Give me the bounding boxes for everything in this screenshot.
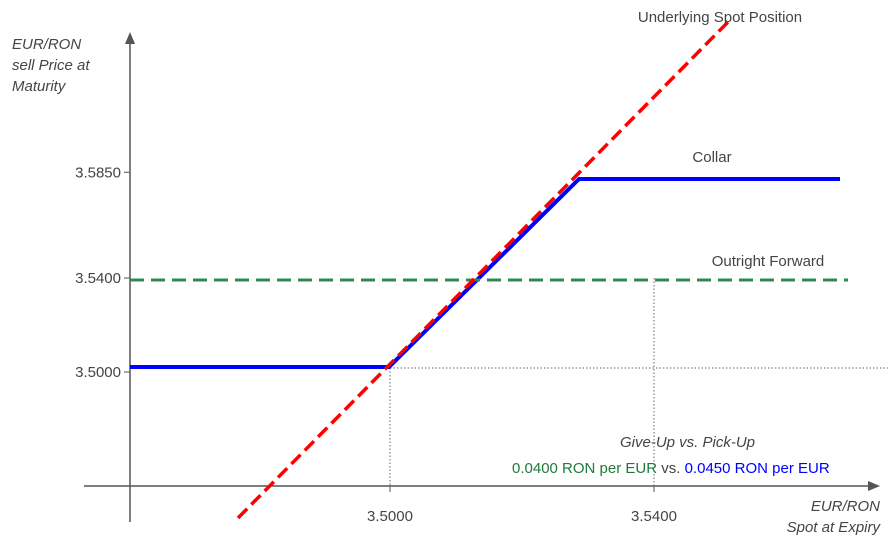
annotation-title: Give-Up vs. Pick-Up [620,434,756,451]
x-tick-label: 3.5400 [631,508,677,525]
y-axis-label-line-1: EUR/RON [12,36,82,53]
series-collar [130,177,840,369]
y-tick-label: 3.5000 [75,364,121,381]
annotation-body: 0.0400 RON per EUR vs. 0.0450 RON per EU… [512,460,830,477]
annotation-left-value: 0.0400 RON per EUR [512,460,658,477]
x-tick-label: 3.5000 [367,508,413,525]
x-axis-label: EUR/RON Spot at Expiry [787,496,880,538]
y-tick-label: 3.5400 [75,270,121,287]
x-axis-label-line-1: EUR/RON [810,498,880,515]
y-axis-label-line-3: Maturity [12,78,66,95]
series-underlying-spot-position [236,17,733,520]
annotation-vs: vs. [661,460,681,477]
series-label-underlying-spot-position: Underlying Spot Position [638,9,802,26]
series-label-outright-forward: Outright Forward [712,253,825,270]
y-axis-label: EUR/RON sell Price at Maturity [12,34,90,97]
series-label-collar: Collar [692,149,731,166]
y-tick-label: 3.5850 [75,164,121,181]
x-axis-arrow [868,481,880,491]
series-labels: Collar Outright Forward Underlying Spot Po… [638,9,824,270]
guide-lines [389,278,888,486]
series-layer [130,17,848,520]
y-axis-label-line-2: sell Price at [12,57,90,74]
annotation-right-value: 0.0450 RON per EUR [684,460,830,477]
x-axis-label-line-2: Spot at Expiry [786,519,880,536]
y-axis-arrow [125,32,135,44]
axes [84,32,880,522]
